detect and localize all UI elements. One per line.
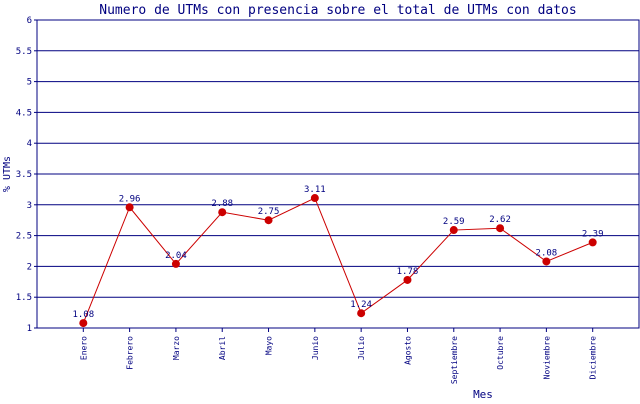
data-point — [542, 257, 551, 266]
y-tick-label: 1 — [27, 324, 32, 334]
data-point — [403, 275, 412, 284]
series-line — [82, 197, 593, 324]
x-tick-label: Noviembre — [542, 336, 551, 380]
y-tick-label: 2 — [27, 262, 32, 272]
y-tick-label: 4.5 — [16, 108, 32, 118]
y-tick-label: 3.5 — [16, 170, 32, 180]
data-label: 2.59 — [443, 217, 465, 227]
x-tick-label: Marzo — [172, 336, 181, 360]
chart-title: Numero de UTMs con presencia sobre el to… — [99, 3, 576, 18]
data-point — [218, 208, 227, 217]
data-point — [171, 259, 180, 268]
data-point — [588, 238, 597, 247]
y-tick-label: 4 — [27, 139, 32, 149]
y-tick-label: 3 — [27, 201, 32, 211]
x-tick-label: Agosto — [403, 336, 412, 365]
data-label: 2.08 — [536, 248, 558, 258]
data-label: 3.11 — [304, 185, 326, 195]
x-tick-label: Febrero — [126, 336, 135, 370]
y-tick-label: 1.5 — [16, 293, 32, 303]
y-axis-label: % UTMs — [2, 156, 13, 192]
x-tick-label: Mayo — [265, 336, 274, 355]
data-label: 2.62 — [489, 215, 511, 225]
data-label: 2.75 — [258, 207, 280, 217]
x-tick-label: Enero — [79, 336, 88, 360]
y-tick-label: 5.5 — [16, 47, 32, 57]
x-tick-label: Octubre — [496, 336, 505, 370]
data-label: 2.88 — [211, 199, 233, 209]
data-point — [264, 216, 273, 225]
data-label: 2.04 — [165, 251, 187, 261]
data-label: 2.96 — [119, 194, 141, 204]
x-tick-label: Junio — [311, 336, 320, 360]
data-point — [310, 194, 319, 203]
x-tick-label: Diciembre — [589, 336, 598, 380]
data-label: 1.24 — [350, 300, 372, 310]
data-label: 1.08 — [72, 310, 94, 320]
y-tick-label: 2.5 — [16, 232, 32, 242]
plot-frame — [36, 19, 640, 329]
x-tick-label: Septiembre — [450, 336, 459, 384]
x-tick-label: Abril — [218, 336, 227, 360]
y-tick-label: 6 — [27, 16, 32, 26]
data-point — [357, 309, 366, 318]
data-point — [449, 226, 458, 235]
data-label: 2.39 — [582, 229, 604, 239]
x-tick-label: Julio — [357, 336, 366, 360]
data-point — [125, 203, 134, 212]
data-point — [79, 319, 88, 328]
data-label: 1.78 — [397, 267, 419, 277]
data-point — [496, 224, 505, 233]
x-axis-label: Mes — [473, 388, 493, 400]
y-tick-label: 5 — [27, 78, 32, 88]
